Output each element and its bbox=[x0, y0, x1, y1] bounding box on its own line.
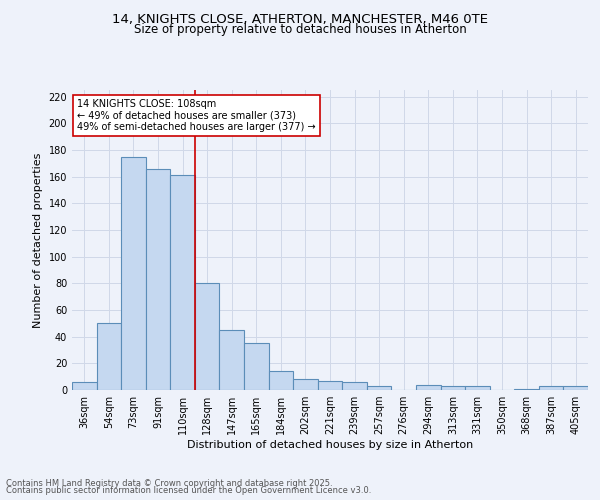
Bar bbox=[220, 330, 244, 390]
Bar bbox=[293, 380, 318, 390]
Bar bbox=[367, 386, 391, 390]
Bar bbox=[539, 386, 563, 390]
Text: Contains HM Land Registry data © Crown copyright and database right 2025.: Contains HM Land Registry data © Crown c… bbox=[6, 478, 332, 488]
Bar bbox=[97, 324, 121, 390]
Bar bbox=[416, 384, 440, 390]
Text: Size of property relative to detached houses in Atherton: Size of property relative to detached ho… bbox=[134, 24, 466, 36]
Bar bbox=[72, 382, 97, 390]
Bar bbox=[195, 284, 220, 390]
X-axis label: Distribution of detached houses by size in Atherton: Distribution of detached houses by size … bbox=[187, 440, 473, 450]
Text: 14, KNIGHTS CLOSE, ATHERTON, MANCHESTER, M46 0TE: 14, KNIGHTS CLOSE, ATHERTON, MANCHESTER,… bbox=[112, 12, 488, 26]
Bar bbox=[440, 386, 465, 390]
Bar bbox=[514, 388, 539, 390]
Text: Contains public sector information licensed under the Open Government Licence v3: Contains public sector information licen… bbox=[6, 486, 371, 495]
Bar bbox=[244, 344, 269, 390]
Bar bbox=[465, 386, 490, 390]
Text: 14 KNIGHTS CLOSE: 108sqm
← 49% of detached houses are smaller (373)
49% of semi-: 14 KNIGHTS CLOSE: 108sqm ← 49% of detach… bbox=[77, 99, 316, 132]
Bar bbox=[121, 156, 146, 390]
Bar bbox=[170, 176, 195, 390]
Bar bbox=[146, 168, 170, 390]
Bar bbox=[342, 382, 367, 390]
Bar bbox=[318, 380, 342, 390]
Bar bbox=[269, 372, 293, 390]
Bar bbox=[563, 386, 588, 390]
Y-axis label: Number of detached properties: Number of detached properties bbox=[33, 152, 43, 328]
